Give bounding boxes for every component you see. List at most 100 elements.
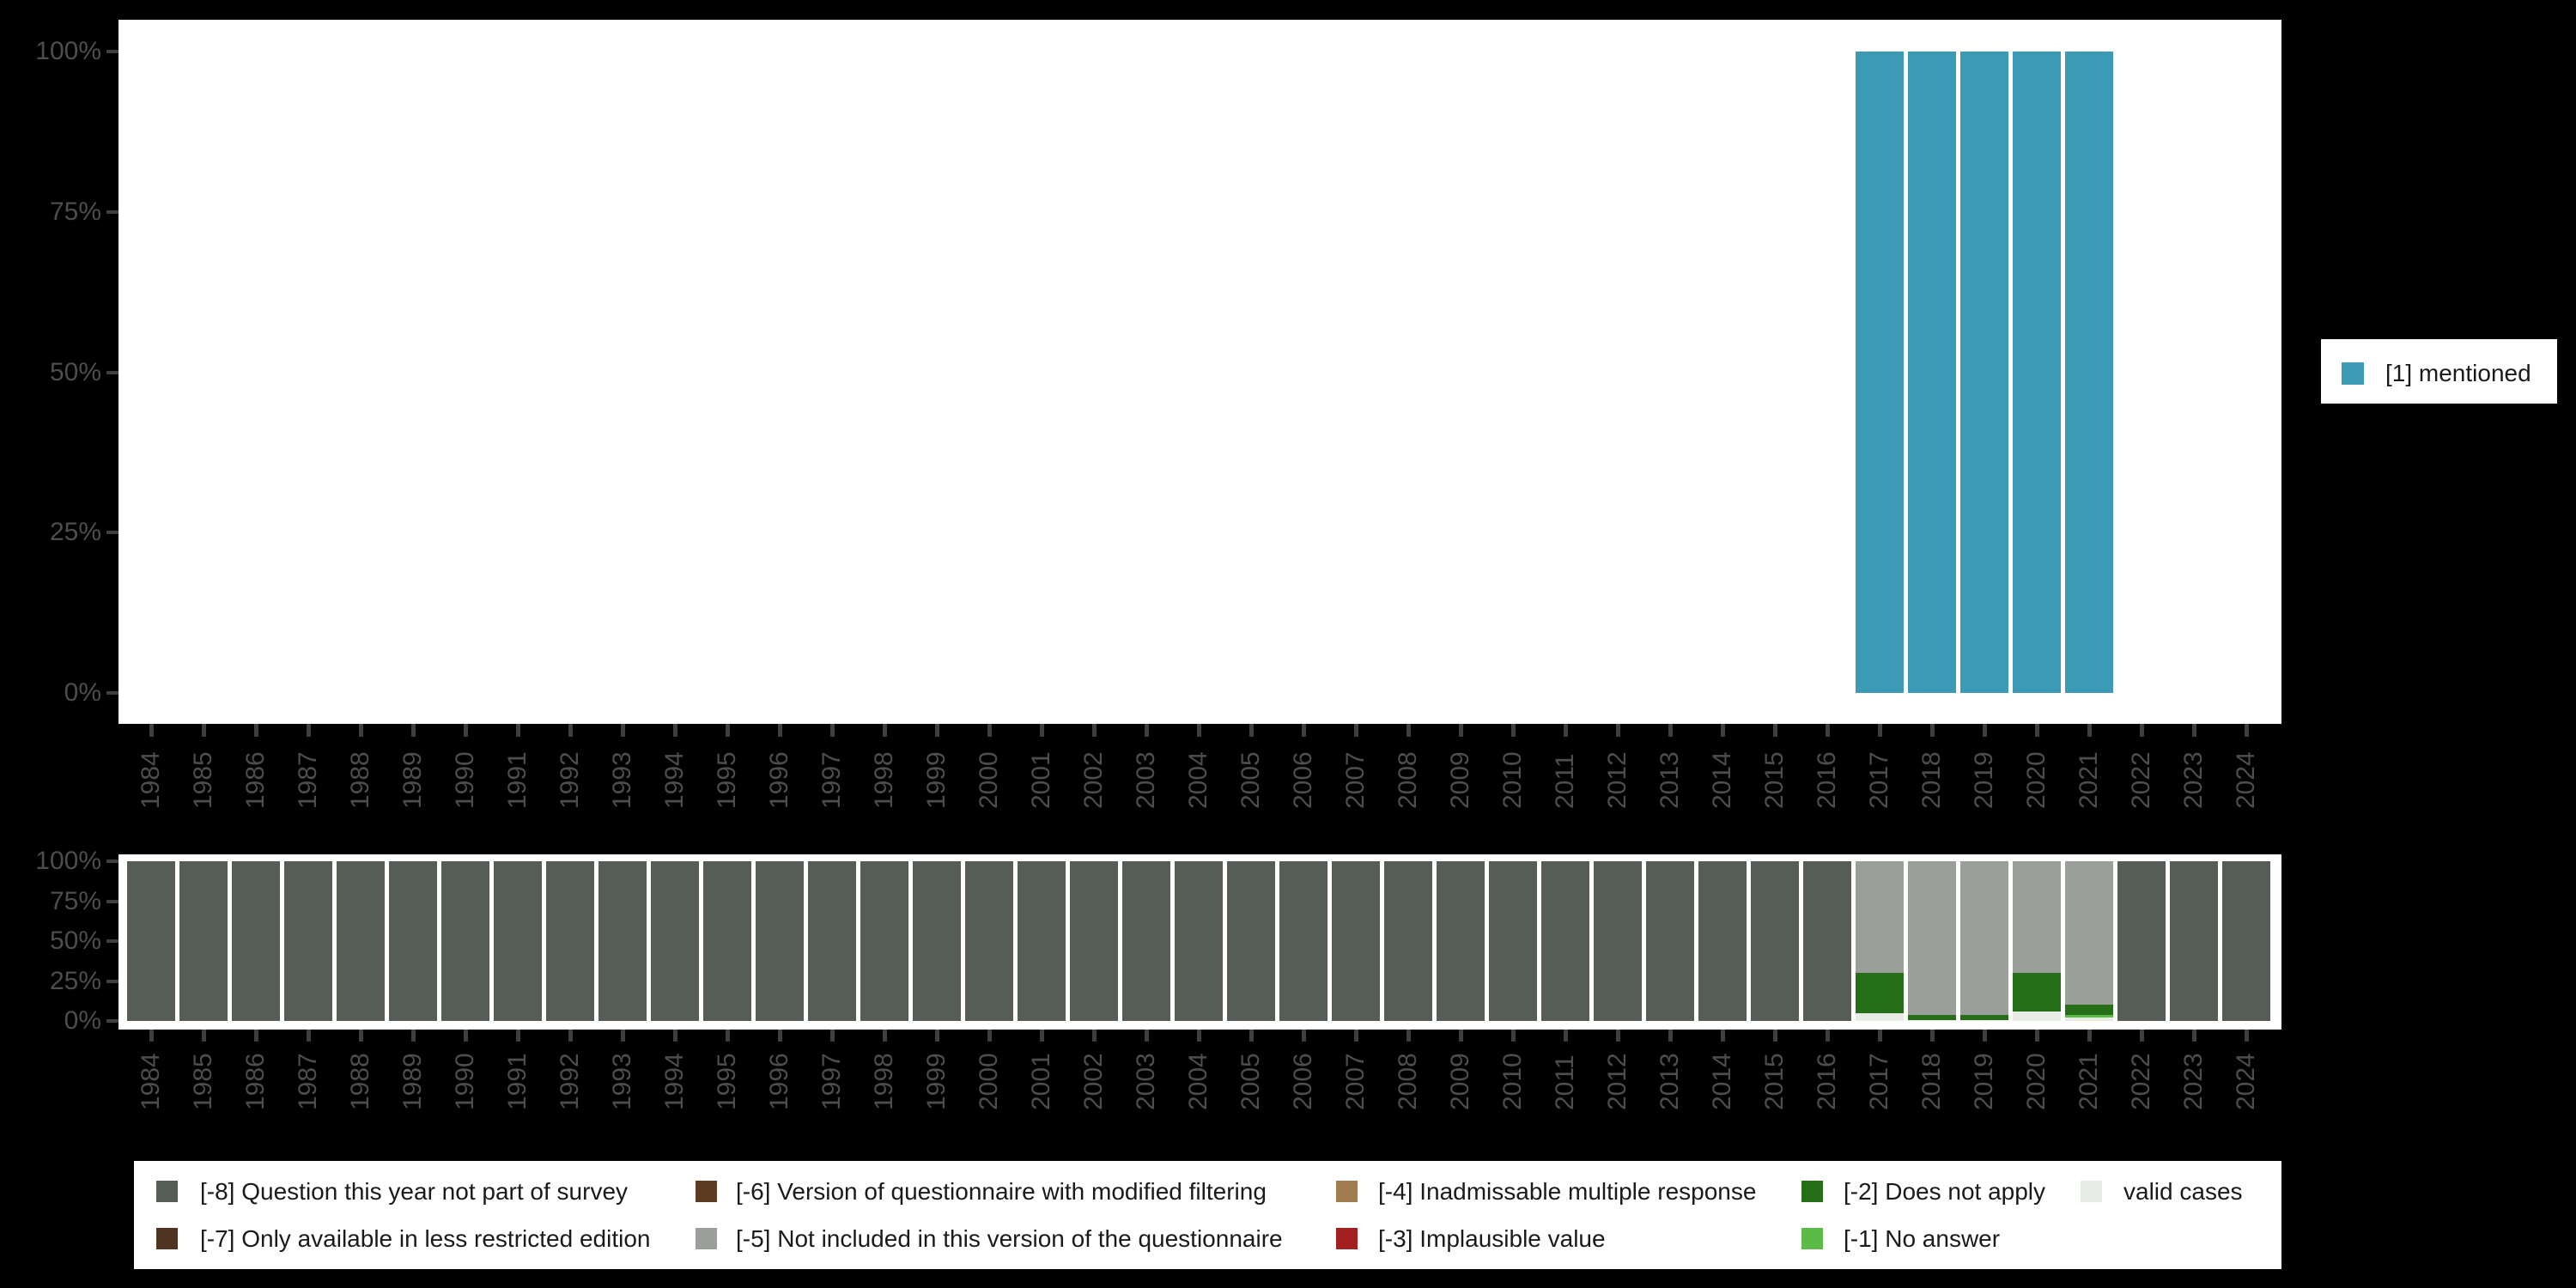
- y-axis-tick-mark: [106, 210, 118, 214]
- x-axis-year-label: 2015: [1760, 1053, 1789, 1110]
- x-axis-year-label: 2002: [1079, 751, 1108, 809]
- x-axis-year-label: 2004: [1184, 751, 1212, 809]
- x-axis-year-label: 1997: [817, 751, 846, 809]
- x-axis-year-label: 2023: [2179, 751, 2208, 809]
- x-axis-tick-mark: [2139, 724, 2144, 737]
- y-axis-tick-label: 0%: [64, 1006, 101, 1035]
- x-axis-tick-mark: [1510, 1030, 1516, 1042]
- x-axis-year-label: 2011: [1551, 753, 1579, 809]
- x-axis-tick-mark: [672, 1030, 677, 1042]
- x-axis-year-label: 1989: [398, 751, 427, 809]
- bar-segment: [1960, 1014, 2008, 1021]
- x-axis-tick-mark: [358, 1030, 363, 1042]
- bar-segment: [1122, 861, 1170, 1021]
- x-axis-year-label: 2012: [1603, 1053, 1631, 1110]
- x-axis-year-label: 1994: [660, 751, 689, 809]
- x-axis-tick-mark: [2087, 1030, 2092, 1042]
- bar-segment: [2065, 1005, 2113, 1016]
- x-axis-tick-mark: [410, 724, 416, 737]
- bar-segment: [2013, 52, 2061, 693]
- bar-segment: [1960, 52, 2008, 693]
- x-axis-tick-mark: [1510, 724, 1516, 737]
- y-axis-tick-label: 50%: [49, 357, 101, 386]
- x-axis-year-label: 2009: [1446, 751, 1474, 809]
- x-axis-tick-mark: [1772, 1030, 1777, 1042]
- x-axis-year-label: 1987: [294, 1053, 322, 1110]
- x-axis-tick-mark: [1091, 1030, 1097, 1042]
- missing-legend-label: [-3] Implausible value: [1378, 1225, 1606, 1252]
- x-axis-tick-mark: [829, 724, 835, 737]
- x-axis-tick-mark: [1720, 1030, 1725, 1042]
- x-axis-tick-mark: [201, 724, 206, 737]
- x-axis-tick-mark: [2034, 724, 2039, 737]
- missing-legend-swatch: [156, 1181, 178, 1202]
- bar-segment: [1384, 861, 1432, 1021]
- x-axis-year-label: 2010: [1498, 1053, 1527, 1110]
- bar-segment: [651, 861, 699, 1021]
- x-axis-tick-mark: [1615, 1030, 1620, 1042]
- x-axis-tick-mark: [1563, 1030, 1568, 1042]
- bar-segment: [1908, 861, 1956, 1016]
- bar-segment: [494, 861, 542, 1021]
- x-axis-tick-mark: [463, 1030, 468, 1042]
- x-axis-tick-mark: [410, 1030, 416, 1042]
- x-axis-year-label: 2011: [1551, 1054, 1579, 1110]
- x-axis-tick-mark: [777, 724, 782, 737]
- bar-segment: [860, 861, 908, 1021]
- x-axis-year-label: 1990: [451, 1053, 479, 1110]
- x-axis-year-label: 1989: [398, 1053, 427, 1110]
- bar-segment: [1227, 861, 1275, 1021]
- x-axis-year-label: 1986: [241, 1053, 270, 1110]
- x-axis-tick-mark: [1039, 1030, 1044, 1042]
- x-axis-year-label: 2005: [1236, 751, 1265, 809]
- x-axis-tick-mark: [987, 1030, 992, 1042]
- x-axis-tick-mark: [149, 724, 154, 737]
- missing-legend-label: [-7] Only available in less restricted e…: [200, 1225, 651, 1252]
- y-axis-tick-label: 25%: [49, 518, 101, 547]
- x-axis-tick-mark: [1458, 724, 1463, 737]
- x-axis-tick-mark: [2191, 1030, 2196, 1042]
- x-axis-year-label: 1984: [137, 751, 165, 809]
- x-axis-year-label: 2020: [2022, 751, 2050, 809]
- bar-segment: [546, 861, 594, 1021]
- y-axis-tick-mark: [106, 531, 118, 535]
- x-axis-year-label: 1993: [608, 751, 636, 809]
- y-axis-tick-mark: [106, 50, 118, 53]
- x-axis-tick-mark: [1091, 724, 1097, 737]
- bar-segment: [1856, 861, 1904, 974]
- x-axis-tick-mark: [2087, 724, 2092, 737]
- x-axis-tick-mark: [2191, 724, 2196, 737]
- bar-segment: [1332, 861, 1380, 1021]
- x-axis-tick-mark: [2244, 1030, 2249, 1042]
- x-axis-year-label: 1995: [713, 1053, 741, 1110]
- x-axis-year-label: 1991: [503, 1053, 532, 1110]
- bar-segment: [1751, 861, 1799, 1021]
- x-axis-tick-mark: [1249, 724, 1254, 737]
- x-axis-tick-mark: [1982, 724, 1987, 737]
- bar-segment: [1279, 861, 1327, 1021]
- x-axis-tick-mark: [201, 1030, 206, 1042]
- x-axis-year-label: 1984: [137, 1053, 165, 1110]
- x-axis-year-label: 1996: [765, 1053, 793, 1110]
- bar-segment: [703, 861, 751, 1021]
- x-axis-tick-mark: [934, 724, 939, 737]
- x-axis-year-label: 1991: [503, 751, 532, 809]
- missing-legend-swatch: [1801, 1228, 1823, 1249]
- x-axis-tick-mark: [1615, 724, 1620, 737]
- x-axis-year-label: 2010: [1498, 751, 1527, 809]
- x-axis-tick-mark: [725, 724, 730, 737]
- bar-segment: [1594, 861, 1642, 1021]
- y-axis-tick-mark: [106, 1019, 118, 1023]
- x-axis-tick-mark: [1929, 1030, 1935, 1042]
- y-axis-tick-label: 100%: [35, 37, 101, 65]
- x-axis-year-label: 1990: [451, 751, 479, 809]
- x-axis-tick-mark: [568, 724, 573, 737]
- x-axis-year-label: 1996: [765, 751, 793, 809]
- x-axis-year-label: 2019: [1970, 1053, 1998, 1110]
- y-axis-tick-mark: [106, 899, 118, 903]
- y-axis-tick-mark: [106, 691, 118, 695]
- x-axis-year-label: 2006: [1289, 751, 1317, 809]
- x-axis-tick-mark: [777, 1030, 782, 1042]
- x-axis-tick-mark: [882, 724, 887, 737]
